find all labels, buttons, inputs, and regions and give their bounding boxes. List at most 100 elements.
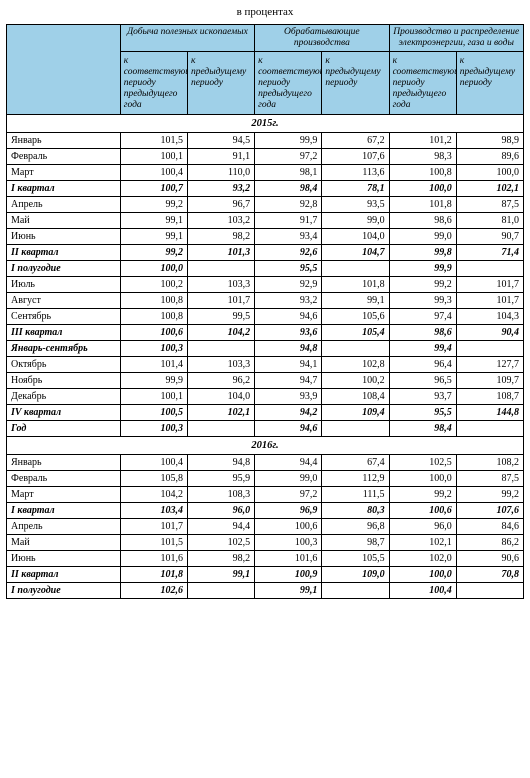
table-row: Февраль105,895,999,0112,9100,087,5 — [7, 471, 524, 487]
cell: 113,6 — [322, 165, 389, 181]
cell: 100,2 — [322, 373, 389, 389]
cell: 71,4 — [456, 245, 523, 261]
cell: 108,7 — [456, 389, 523, 405]
cell — [456, 341, 523, 357]
cell — [187, 341, 254, 357]
row-label: Май — [7, 213, 121, 229]
cell: 99,5 — [187, 309, 254, 325]
cell: 98,1 — [255, 165, 322, 181]
cell: 101,6 — [255, 551, 322, 567]
cell: 87,5 — [456, 471, 523, 487]
cell: 93,6 — [255, 325, 322, 341]
cell: 107,6 — [456, 503, 523, 519]
table-row: Март100,4110,098,1113,6100,8100,0 — [7, 165, 524, 181]
cell: 101,5 — [120, 133, 187, 149]
cell: 104,2 — [187, 325, 254, 341]
cell: 90,7 — [456, 229, 523, 245]
cell: 81,0 — [456, 213, 523, 229]
cell: 102,1 — [187, 405, 254, 421]
row-label: III квартал — [7, 325, 121, 341]
table-row: Ноябрь99,996,294,7100,296,5109,7 — [7, 373, 524, 389]
cell: 99,1 — [187, 567, 254, 583]
cell: 102,1 — [456, 181, 523, 197]
cell: 104,0 — [187, 389, 254, 405]
cell: 100,3 — [120, 341, 187, 357]
cell: 105,5 — [322, 551, 389, 567]
cell: 109,0 — [322, 567, 389, 583]
table-row: Сентябрь100,899,594,6105,697,4104,3 — [7, 309, 524, 325]
cell: 105,4 — [322, 325, 389, 341]
cell: 100,0 — [389, 181, 456, 197]
table-row: I полугодие102,699,1100,4 — [7, 583, 524, 599]
cell — [187, 261, 254, 277]
cell: 98,6 — [389, 213, 456, 229]
table-row: II квартал101,899,1100,9109,0100,070,8 — [7, 567, 524, 583]
cell: 101,4 — [120, 357, 187, 373]
group-header-1: Добыча полезных ископаемых — [120, 25, 254, 52]
cell: 102,1 — [389, 535, 456, 551]
cell: 103,4 — [120, 503, 187, 519]
cell: 96,0 — [187, 503, 254, 519]
group-header-3: Производство и распределение электроэнер… — [389, 25, 523, 52]
cell: 109,7 — [456, 373, 523, 389]
cell: 99,0 — [255, 471, 322, 487]
row-label: Июль — [7, 277, 121, 293]
cell: 78,1 — [322, 181, 389, 197]
table-row: Декабрь100,1104,093,9108,493,7108,7 — [7, 389, 524, 405]
cell: 101,8 — [120, 567, 187, 583]
row-label: Февраль — [7, 471, 121, 487]
cell: 94,8 — [187, 455, 254, 471]
cell: 100,9 — [255, 567, 322, 583]
cell: 109,4 — [322, 405, 389, 421]
row-label: Март — [7, 487, 121, 503]
row-label: II квартал — [7, 567, 121, 583]
cell: 104,3 — [456, 309, 523, 325]
cell: 94,4 — [187, 519, 254, 535]
cell: 99,1 — [322, 293, 389, 309]
cell: 99,9 — [120, 373, 187, 389]
cell: 102,8 — [322, 357, 389, 373]
cell: 94,2 — [255, 405, 322, 421]
cell: 97,2 — [255, 149, 322, 165]
cell: 102,0 — [389, 551, 456, 567]
cell: 101,7 — [120, 519, 187, 535]
cell: 98,2 — [187, 229, 254, 245]
cell — [322, 341, 389, 357]
sub-header: к соответствующему периоду предыдущего г… — [120, 51, 187, 115]
year-cell: 2016г. — [7, 437, 524, 455]
year-cell: 2015г. — [7, 115, 524, 133]
cell: 99,9 — [255, 133, 322, 149]
cell: 98,4 — [389, 421, 456, 437]
cell: 101,7 — [456, 293, 523, 309]
row-label: Январь-сентябрь — [7, 341, 121, 357]
cell: 98,2 — [187, 551, 254, 567]
cell: 96,8 — [322, 519, 389, 535]
cell: 98,7 — [322, 535, 389, 551]
table-row: I квартал103,496,096,980,3100,6107,6 — [7, 503, 524, 519]
cell: 98,3 — [389, 149, 456, 165]
cell: 108,4 — [322, 389, 389, 405]
cell: 99,1 — [255, 583, 322, 599]
cell: 95,9 — [187, 471, 254, 487]
cell: 93,7 — [389, 389, 456, 405]
cell: 99,0 — [322, 213, 389, 229]
row-label: I квартал — [7, 503, 121, 519]
cell: 108,3 — [187, 487, 254, 503]
cell: 94,7 — [255, 373, 322, 389]
cell: 97,2 — [255, 487, 322, 503]
cell: 102,6 — [120, 583, 187, 599]
cell: 101,7 — [456, 277, 523, 293]
cell: 100,4 — [120, 165, 187, 181]
cell: 80,3 — [322, 503, 389, 519]
cell: 100,0 — [120, 261, 187, 277]
cell: 94,1 — [255, 357, 322, 373]
cell: 67,4 — [322, 455, 389, 471]
row-label: Август — [7, 293, 121, 309]
table-row: Год100,394,698,4 — [7, 421, 524, 437]
row-label: Год — [7, 421, 121, 437]
cell: 100,8 — [120, 293, 187, 309]
cell: 100,4 — [120, 455, 187, 471]
table-row: Июнь101,698,2101,6105,5102,090,6 — [7, 551, 524, 567]
sub-header: к предыдущему периоду — [322, 51, 389, 115]
table-row: Май101,5102,5100,398,7102,186,2 — [7, 535, 524, 551]
